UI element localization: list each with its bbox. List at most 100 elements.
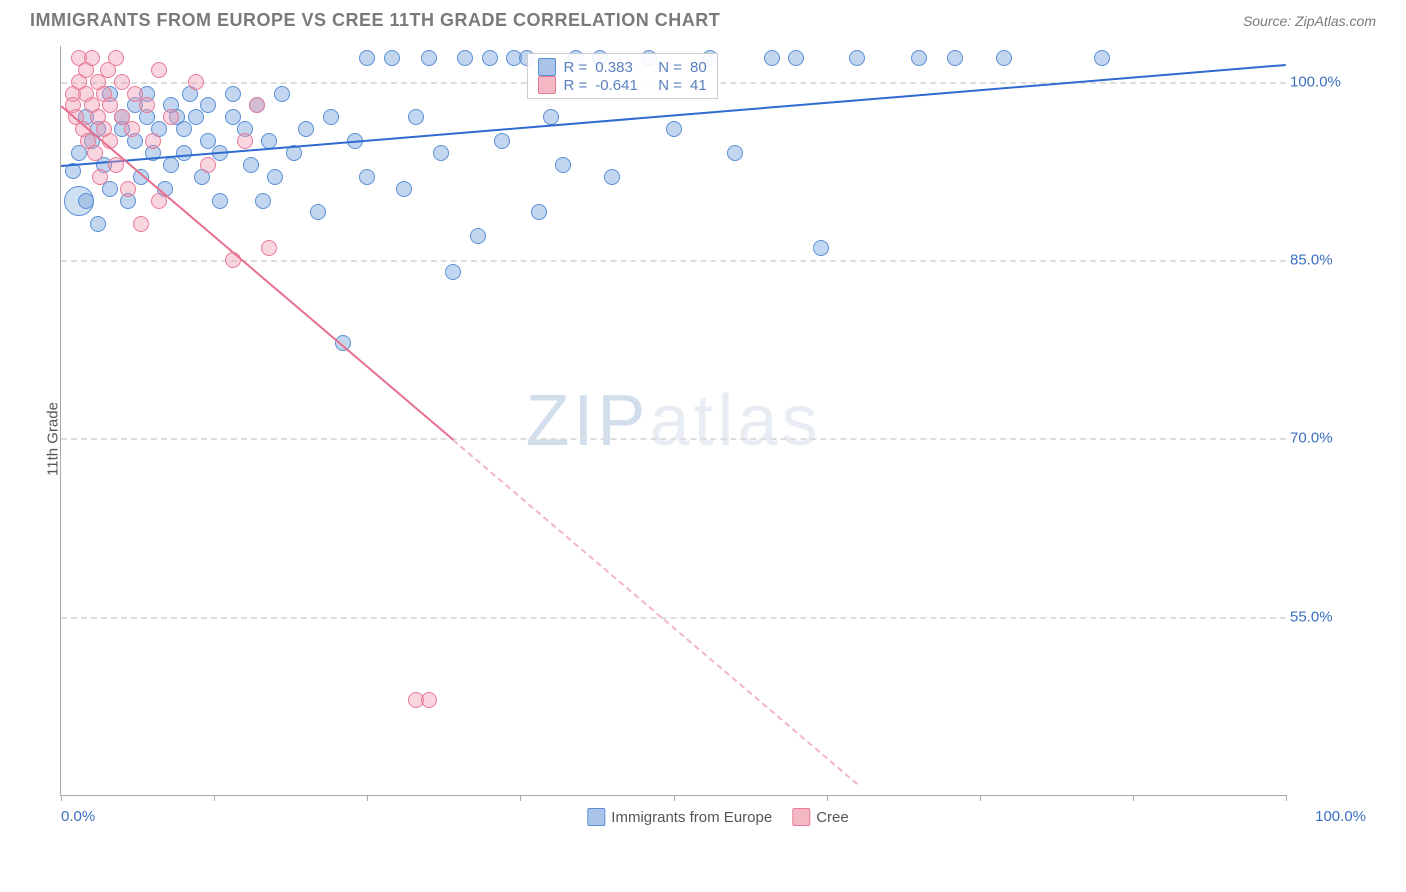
scatter-marker bbox=[90, 216, 106, 232]
scatter-marker bbox=[243, 157, 259, 173]
scatter-marker bbox=[200, 97, 216, 113]
scatter-marker bbox=[727, 145, 743, 161]
scatter-marker bbox=[274, 86, 290, 102]
scatter-marker bbox=[108, 50, 124, 66]
scatter-marker bbox=[849, 50, 865, 66]
legend-r-label: R = bbox=[564, 77, 588, 94]
scatter-marker bbox=[200, 157, 216, 173]
y-tick-label: 85.0% bbox=[1290, 252, 1370, 269]
gridline bbox=[61, 617, 1286, 619]
x-tick-label: 100.0% bbox=[1315, 808, 1366, 825]
scatter-marker bbox=[813, 240, 829, 256]
legend-swatch bbox=[538, 76, 556, 94]
x-tick bbox=[1133, 795, 1134, 801]
watermark-part1: ZIP bbox=[525, 381, 649, 461]
legend-bottom: Immigrants from Europe Cree bbox=[587, 808, 848, 826]
x-tick bbox=[674, 795, 675, 801]
scatter-marker bbox=[384, 50, 400, 66]
x-tick bbox=[214, 795, 215, 801]
scatter-marker bbox=[267, 169, 283, 185]
legend-label: Immigrants from Europe bbox=[611, 809, 772, 826]
scatter-marker bbox=[188, 109, 204, 125]
scatter-marker bbox=[433, 145, 449, 161]
legend-n-label: N = bbox=[658, 77, 682, 94]
scatter-marker bbox=[151, 62, 167, 78]
scatter-marker bbox=[421, 50, 437, 66]
scatter-marker bbox=[310, 204, 326, 220]
scatter-marker bbox=[359, 169, 375, 185]
chart-source: Source: ZipAtlas.com bbox=[1243, 13, 1376, 29]
scatter-marker bbox=[788, 50, 804, 66]
trend-line bbox=[60, 106, 453, 441]
legend-label: Cree bbox=[816, 809, 849, 826]
legend-stats-row: R = -0.641 N = 41 bbox=[538, 76, 707, 94]
x-tick bbox=[1286, 795, 1287, 801]
scatter-marker bbox=[133, 216, 149, 232]
x-tick-label: 0.0% bbox=[61, 808, 95, 825]
scatter-marker bbox=[298, 121, 314, 137]
scatter-marker bbox=[421, 692, 437, 708]
legend-r-value: 0.383 bbox=[595, 59, 650, 76]
watermark-text: ZIPatlas bbox=[525, 380, 821, 462]
scatter-marker bbox=[359, 50, 375, 66]
legend-n-value: 41 bbox=[690, 77, 707, 94]
scatter-marker bbox=[261, 240, 277, 256]
scatter-marker bbox=[911, 50, 927, 66]
y-tick-label: 70.0% bbox=[1290, 430, 1370, 447]
y-tick-label: 100.0% bbox=[1290, 73, 1370, 90]
scatter-marker bbox=[408, 109, 424, 125]
x-tick bbox=[827, 795, 828, 801]
legend-n-value: 80 bbox=[690, 59, 707, 76]
scatter-marker bbox=[494, 133, 510, 149]
gridline bbox=[61, 438, 1286, 440]
scatter-marker bbox=[139, 97, 155, 113]
scatter-marker bbox=[996, 50, 1012, 66]
scatter-marker bbox=[124, 121, 140, 137]
scatter-marker bbox=[666, 121, 682, 137]
legend-stats-row: R = 0.383 N = 80 bbox=[538, 58, 707, 76]
legend-swatch bbox=[587, 808, 605, 826]
scatter-marker bbox=[1094, 50, 1110, 66]
legend-swatch bbox=[538, 58, 556, 76]
legend-r-value: -0.641 bbox=[595, 77, 650, 94]
legend-stats-box: R = 0.383 N = 80 R = -0.641 N = 41 bbox=[527, 53, 718, 99]
scatter-marker bbox=[176, 121, 192, 137]
scatter-marker bbox=[323, 109, 339, 125]
chart-title: IMMIGRANTS FROM EUROPE VS CREE 11TH GRAD… bbox=[30, 10, 720, 31]
y-tick-label: 55.0% bbox=[1290, 608, 1370, 625]
legend-item: Cree bbox=[792, 808, 849, 826]
scatter-marker bbox=[604, 169, 620, 185]
scatter-marker bbox=[445, 264, 461, 280]
scatter-marker bbox=[396, 181, 412, 197]
scatter-marker bbox=[176, 145, 192, 161]
x-tick bbox=[520, 795, 521, 801]
scatter-marker bbox=[555, 157, 571, 173]
scatter-marker bbox=[78, 193, 94, 209]
x-tick bbox=[367, 795, 368, 801]
scatter-marker bbox=[120, 181, 136, 197]
legend-item: Immigrants from Europe bbox=[587, 808, 772, 826]
scatter-marker bbox=[457, 50, 473, 66]
legend-n-label: N = bbox=[658, 59, 682, 76]
scatter-marker bbox=[225, 252, 241, 268]
scatter-marker bbox=[531, 204, 547, 220]
scatter-marker bbox=[764, 50, 780, 66]
scatter-marker bbox=[225, 86, 241, 102]
scatter-marker bbox=[249, 97, 265, 113]
scatter-marker bbox=[947, 50, 963, 66]
scatter-marker bbox=[543, 109, 559, 125]
scatter-marker bbox=[84, 50, 100, 66]
chart-area: 11th Grade ZIPatlas 100.0%85.0%70.0%55.0… bbox=[60, 46, 1376, 832]
watermark-part2: atlas bbox=[649, 381, 821, 461]
scatter-marker bbox=[188, 74, 204, 90]
y-axis-title: 11th Grade bbox=[44, 402, 61, 476]
scatter-marker bbox=[163, 157, 179, 173]
legend-swatch bbox=[792, 808, 810, 826]
x-tick bbox=[980, 795, 981, 801]
scatter-marker bbox=[212, 193, 228, 209]
legend-r-label: R = bbox=[564, 59, 588, 76]
scatter-marker bbox=[482, 50, 498, 66]
scatter-marker bbox=[470, 228, 486, 244]
scatter-marker bbox=[163, 109, 179, 125]
scatter-marker bbox=[87, 145, 103, 161]
